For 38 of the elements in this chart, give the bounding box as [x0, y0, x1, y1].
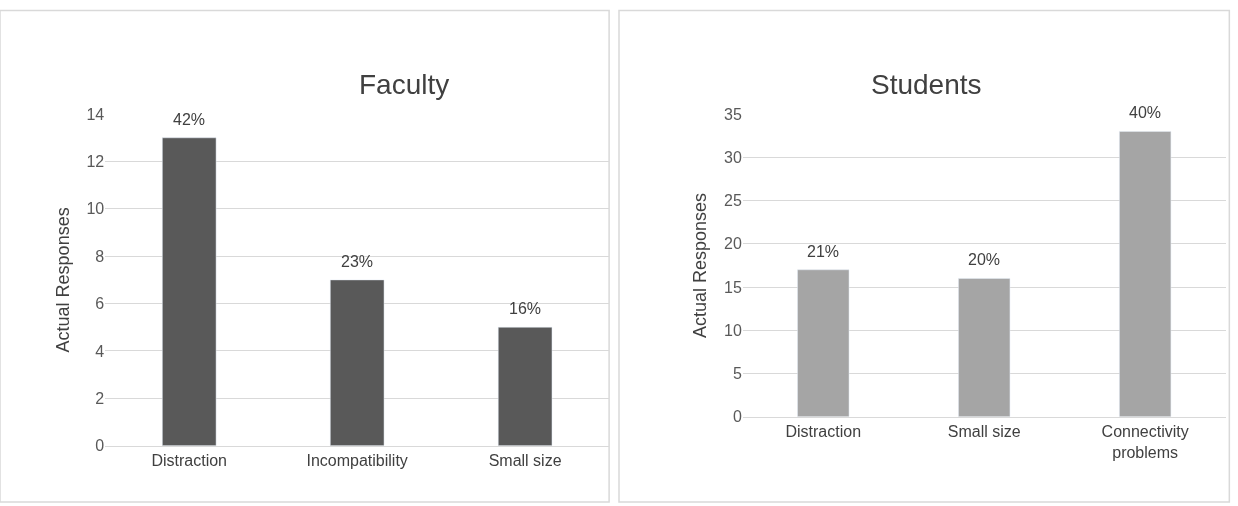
bar — [1119, 131, 1172, 417]
x-tick-label: Connectivity problems — [1101, 423, 1189, 461]
y-tick-label: 6 — [95, 295, 105, 313]
x-tick-label: Distraction — [151, 451, 227, 469]
bar — [498, 326, 553, 446]
bar — [797, 269, 850, 417]
x-tick-label: Distraction — [785, 423, 862, 440]
annotation: 23% — [341, 253, 374, 270]
y-tick-label: 0 — [95, 437, 105, 455]
y-tick-label: 20 — [724, 235, 742, 253]
y-tick-label: 0 — [732, 408, 742, 426]
x-tick-label: Small size — [947, 423, 1021, 440]
y-tick-label: 25 — [724, 192, 742, 210]
annotation: 20% — [968, 251, 1001, 268]
y-tick-label: 8 — [95, 247, 105, 265]
annotation: 21% — [807, 243, 840, 260]
bar — [162, 137, 217, 446]
annotation: 16% — [509, 300, 542, 317]
y-tick-label: 10 — [86, 200, 105, 218]
y-tick-label: 30 — [724, 148, 742, 166]
y-axis-title: Actual Responses — [690, 192, 711, 339]
y-tick-label: 2 — [95, 389, 105, 407]
y-axis-title: Actual Responses — [52, 207, 73, 353]
y-tick-label: 14 — [86, 105, 105, 123]
x-tick-label: Small size — [488, 451, 562, 469]
y-tick-label: 35 — [724, 105, 742, 123]
annotation: 42% — [173, 111, 206, 128]
x-tick-label: Incompatibility — [306, 451, 408, 469]
annotation: 40% — [1129, 104, 1162, 121]
y-tick-label: 12 — [86, 153, 105, 171]
y-tick-label: 4 — [95, 342, 105, 360]
chart-title: Faculty — [359, 69, 450, 100]
bar — [330, 279, 385, 446]
y-tick-label: 10 — [724, 321, 742, 339]
y-tick-label: 5 — [732, 365, 742, 383]
y-tick-label: 15 — [724, 278, 742, 296]
bar — [958, 278, 1011, 417]
chart-title: Students — [871, 69, 982, 100]
